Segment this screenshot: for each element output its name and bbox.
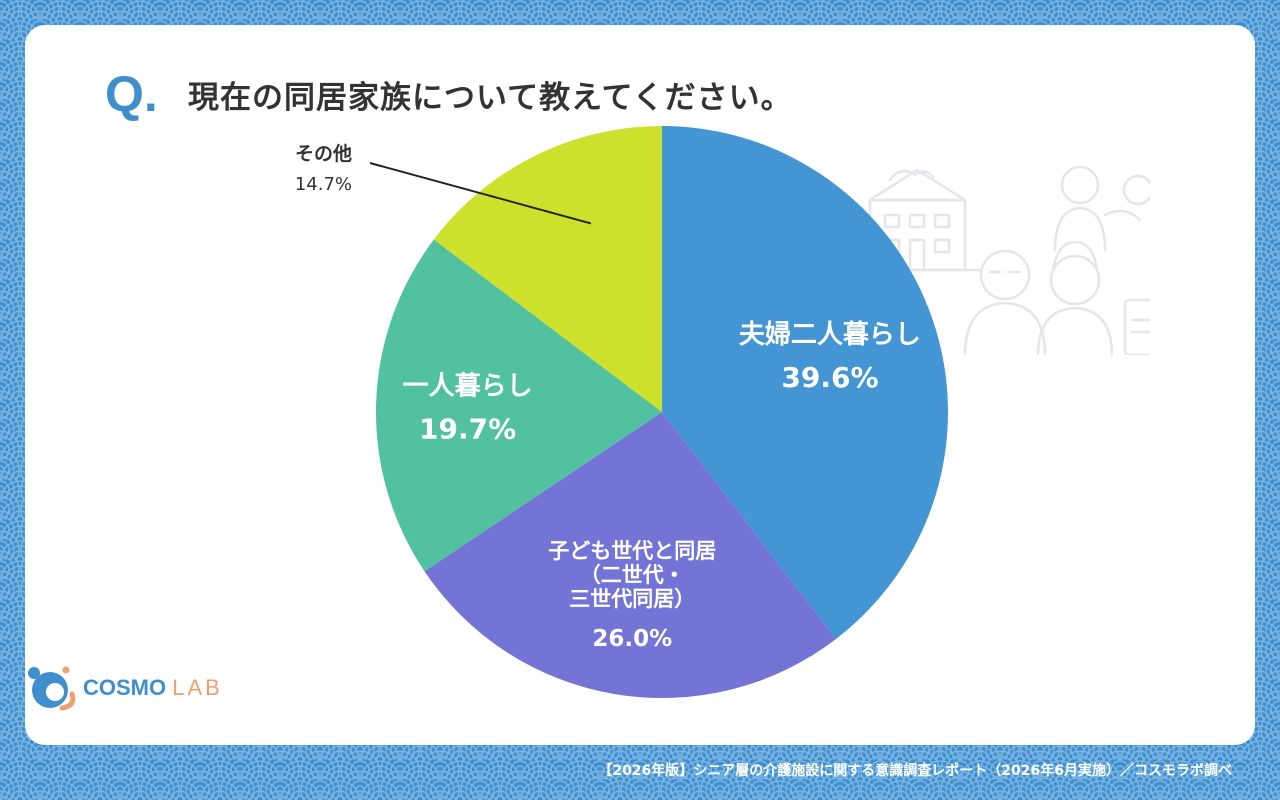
seniors-care-facility-illustration-icon [860,165,1150,355]
pie-slice-1 [662,126,948,640]
logo-lab-text: LAB [172,675,223,700]
cosmo-lab-logo-icon [28,666,76,711]
slice-label-3: 一人暮らし [403,372,533,402]
slice-label-1: 夫婦二人暮らし [739,320,921,350]
slice-value-1: 39.6% [781,361,878,394]
leader-line [369,162,592,225]
pie-slice-3 [376,239,662,572]
question-title: 現在の同居家族について教えてください。 [188,80,793,116]
pie-slice-2 [424,412,836,698]
logo-cosmo-text: COSMO [83,675,167,700]
slice-label-4: その他 [295,142,352,165]
slice-value-4: 14.7% [295,174,352,195]
slice-value-3: 19.7% [419,413,516,446]
slice-label-2: 子ども世代と同居（二世代・三世代同居） [548,539,716,611]
logo-wordmark: COSMO LAB [83,675,223,701]
slice-value-2: 26.0% [592,626,672,652]
source-footnote: 【2026年版】シニア層の介護施設に関する意識調査レポート（2026年6月実施）… [598,763,1232,779]
question-mark-label: Q. [105,66,158,122]
pie-slice-4 [433,126,662,412]
